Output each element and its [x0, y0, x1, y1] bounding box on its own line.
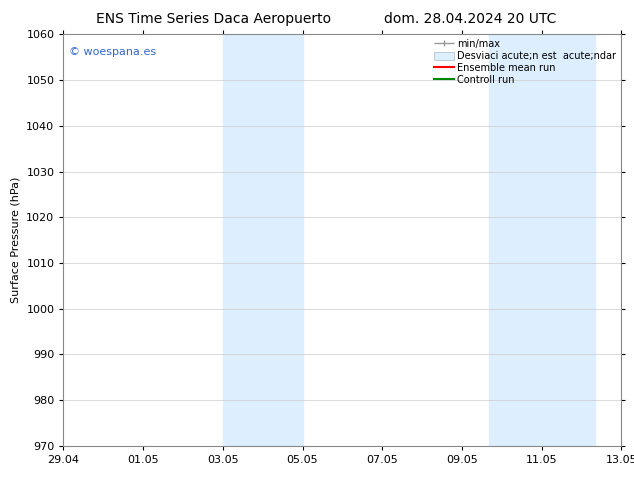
- Bar: [489, 34, 595, 446]
- Legend: min/max, Desviaci acute;n est  acute;ndar, Ensemble mean run, Controll run: min/max, Desviaci acute;n est acute;ndar…: [432, 37, 618, 87]
- Text: ENS Time Series Daca Aeropuerto: ENS Time Series Daca Aeropuerto: [96, 12, 332, 26]
- Text: © woespana.es: © woespana.es: [69, 47, 156, 57]
- Y-axis label: Surface Pressure (hPa): Surface Pressure (hPa): [11, 177, 21, 303]
- Text: dom. 28.04.2024 20 UTC: dom. 28.04.2024 20 UTC: [384, 12, 557, 26]
- Bar: [223, 34, 302, 446]
